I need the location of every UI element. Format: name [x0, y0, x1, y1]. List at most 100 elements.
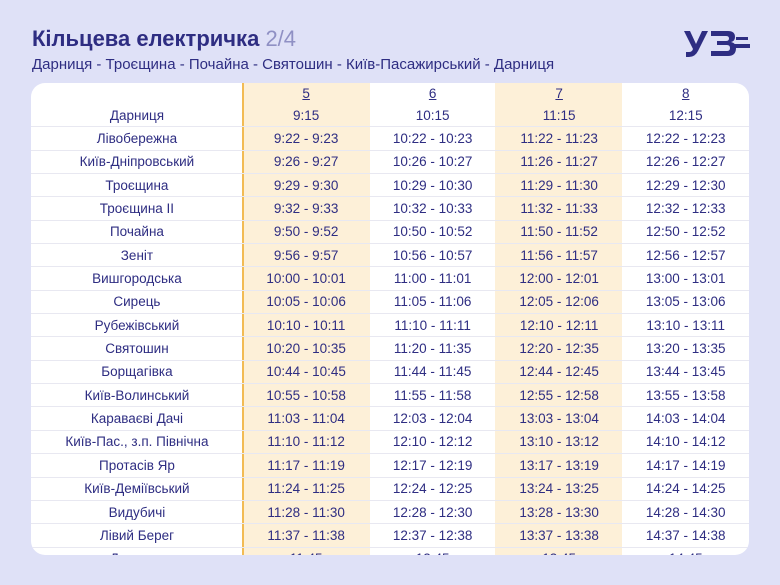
time-cell: 11:28 - 11:30	[242, 500, 370, 525]
time-cell: 10:29 - 10:30	[369, 173, 496, 198]
time-cell: 10:20 - 10:35	[242, 336, 370, 361]
time-cell: 10:10 - 10:11	[242, 313, 370, 338]
station-name: Протасів Яр	[31, 453, 243, 478]
station-name: Лівобережна	[31, 126, 243, 151]
time-cell: 12:28 - 12:30	[369, 500, 496, 525]
time-cell: 9:32 - 9:33	[242, 196, 370, 221]
table-row: Дарниця 9:15 10:15 11:15 12:15	[31, 104, 749, 128]
time-cell: 11:03 - 11:04	[242, 406, 370, 431]
time-cell: 13:17 - 13:19	[495, 453, 623, 478]
station-name: Сирець	[31, 290, 243, 315]
uz-logo-icon	[684, 31, 750, 57]
time-cell: 12:10 - 12:11	[495, 313, 623, 338]
table-row: Почайна 9:50 - 9:52 10:50 - 10:52 11:50 - 1…	[31, 220, 749, 245]
station-name: Київ-Дніпровський	[31, 150, 243, 175]
time-cell: 13:00 - 13:01	[622, 266, 749, 291]
time-cell: 11:44 - 11:45	[369, 360, 496, 385]
table-row: Київ-Волинський 10:55 - 10:58 11:55 - 11:5…	[31, 383, 749, 408]
time-cell: 13:55 - 13:58	[622, 383, 749, 408]
table-row: Борщагівка 10:44 - 10:45 11:44 - 11:45 12:4…	[31, 360, 749, 385]
time-cell: 13:05 - 13:06	[622, 290, 749, 315]
time-cell: 12:24 - 12:25	[369, 477, 496, 501]
train-number-link[interactable]: 7	[555, 86, 563, 101]
route-subtitle: Дарниця - Троєщина - Почайна - Святошин …	[32, 56, 555, 73]
table-row: Сирець 10:05 - 10:06 11:05 - 11:06 12:05 - …	[31, 290, 749, 315]
schedule-table: 5 6 7 8 Дарниця 9:15 10:15 11:15 12:15 Лівобе…	[31, 83, 749, 555]
time-cell: 12:00 - 12:01	[495, 266, 623, 291]
time-cell: 14:28 - 14:30	[622, 500, 749, 525]
time-cell: 12:45	[369, 547, 496, 555]
train-number-link[interactable]: 8	[681, 86, 690, 101]
time-cell: 9:26 - 9:27	[242, 150, 370, 175]
time-cell: 10:22 - 10:23	[369, 126, 496, 151]
time-cell: 13:20 - 13:35	[622, 336, 749, 361]
time-cell: 9:22 - 9:23	[242, 126, 370, 151]
train-number-link[interactable]: 6	[428, 86, 437, 101]
time-cell: 10:15	[369, 104, 496, 128]
time-cell: 12:44 - 12:45	[495, 360, 623, 385]
time-cell: 13:37 - 13:38	[495, 523, 623, 548]
page-title: Кільцева електричка 2/4	[32, 26, 296, 52]
station-name: Київ-Пас., з.п. Північна	[31, 430, 243, 455]
time-cell: 10:50 - 10:52	[369, 220, 496, 245]
time-cell: 10:56 - 10:57	[369, 243, 496, 268]
station-name: Святошин	[31, 336, 243, 361]
time-cell: 11:00 - 11:01	[369, 266, 496, 291]
time-cell: 14:37 - 14:38	[622, 523, 749, 548]
time-cell: 9:50 - 9:52	[242, 220, 370, 245]
time-cell: 11:26 - 11:27	[495, 150, 623, 175]
time-cell: 14:45	[622, 547, 749, 555]
table-row: Видубичі 11:28 - 11:30 12:28 - 12:30 13:28 …	[31, 500, 749, 525]
time-cell: 11:24 - 11:25	[242, 477, 370, 501]
station-name: Троєщина	[31, 173, 243, 198]
time-cell: 12:50 - 12:52	[622, 220, 749, 245]
header-station-cell	[31, 83, 243, 104]
station-name: Борщагівка	[31, 360, 243, 385]
table-row: Лівий Берег 11:37 - 11:38 12:37 - 12:38 13:…	[31, 523, 749, 548]
time-cell: 11:29 - 11:30	[495, 173, 623, 198]
table-row: Протасів Яр 11:17 - 11:19 12:17 - 12:19 13:…	[31, 453, 749, 478]
time-cell: 10:55 - 10:58	[242, 383, 370, 408]
table-row: Зеніт 9:56 - 9:57 10:56 - 10:57 11:56 - 11:…	[31, 243, 749, 268]
station-name: Київ-Деміївський	[31, 477, 243, 501]
time-cell: 12:56 - 12:57	[622, 243, 749, 268]
time-cell: 9:29 - 9:30	[242, 173, 370, 198]
time-cell: 12:03 - 12:04	[369, 406, 496, 431]
time-cell: 13:10 - 13:12	[495, 430, 623, 455]
time-cell: 11:45	[243, 547, 370, 555]
table-row: Рубежівський 10:10 - 10:11 11:10 - 11:11 12…	[31, 313, 749, 338]
time-cell: 11:50 - 11:52	[495, 220, 623, 245]
time-cell: 12:10 - 12:12	[369, 430, 496, 455]
time-cell: 13:03 - 13:04	[495, 406, 623, 431]
train-number-header: 5 6 7 8	[31, 83, 749, 104]
time-cell: 13:10 - 13:11	[622, 313, 749, 338]
time-cell: 11:20 - 11:35	[369, 336, 496, 361]
time-cell: 10:32 - 10:33	[369, 196, 496, 221]
time-cell: 14:17 - 14:19	[622, 453, 749, 478]
time-cell: 11:05 - 11:06	[369, 290, 496, 315]
time-cell: 9:56 - 9:57	[242, 243, 370, 268]
train-number-link[interactable]: 5	[302, 86, 310, 101]
time-cell: 12:26 - 12:27	[622, 150, 749, 175]
time-cell: 11:55 - 11:58	[369, 383, 496, 408]
time-cell: 10:05 - 10:06	[242, 290, 370, 315]
time-cell: 14:03 - 14:04	[622, 406, 749, 431]
station-name: Караваєві Дачі	[31, 406, 243, 431]
time-cell: 13:44 - 13:45	[622, 360, 749, 385]
time-cell: 12:55 - 12:58	[495, 383, 623, 408]
station-name: Лівий Берег	[31, 523, 243, 548]
time-cell: 12:20 - 12:35	[495, 336, 623, 361]
time-cell: 12:15	[622, 104, 749, 128]
station-name: Дарниця	[31, 547, 243, 555]
time-cell: 13:45	[496, 547, 623, 555]
time-cell: 12:37 - 12:38	[369, 523, 496, 548]
table-row: Троєщина 9:29 - 9:30 10:29 - 10:30 11:29 - …	[31, 173, 749, 198]
table-row: Лівобережна 9:22 - 9:23 10:22 - 10:23 11:22…	[31, 126, 749, 151]
time-cell: 11:15	[495, 104, 623, 128]
time-cell: 9:15	[242, 104, 370, 128]
table-row: Київ-Дніпровський 9:26 - 9:27 10:26 - 10:2…	[31, 150, 749, 175]
time-cell: 11:10 - 11:12	[242, 430, 370, 455]
station-name: Троєщина ІІ	[31, 196, 243, 221]
station-name: Київ-Волинський	[31, 383, 243, 408]
time-cell: 12:05 - 12:06	[495, 290, 623, 315]
